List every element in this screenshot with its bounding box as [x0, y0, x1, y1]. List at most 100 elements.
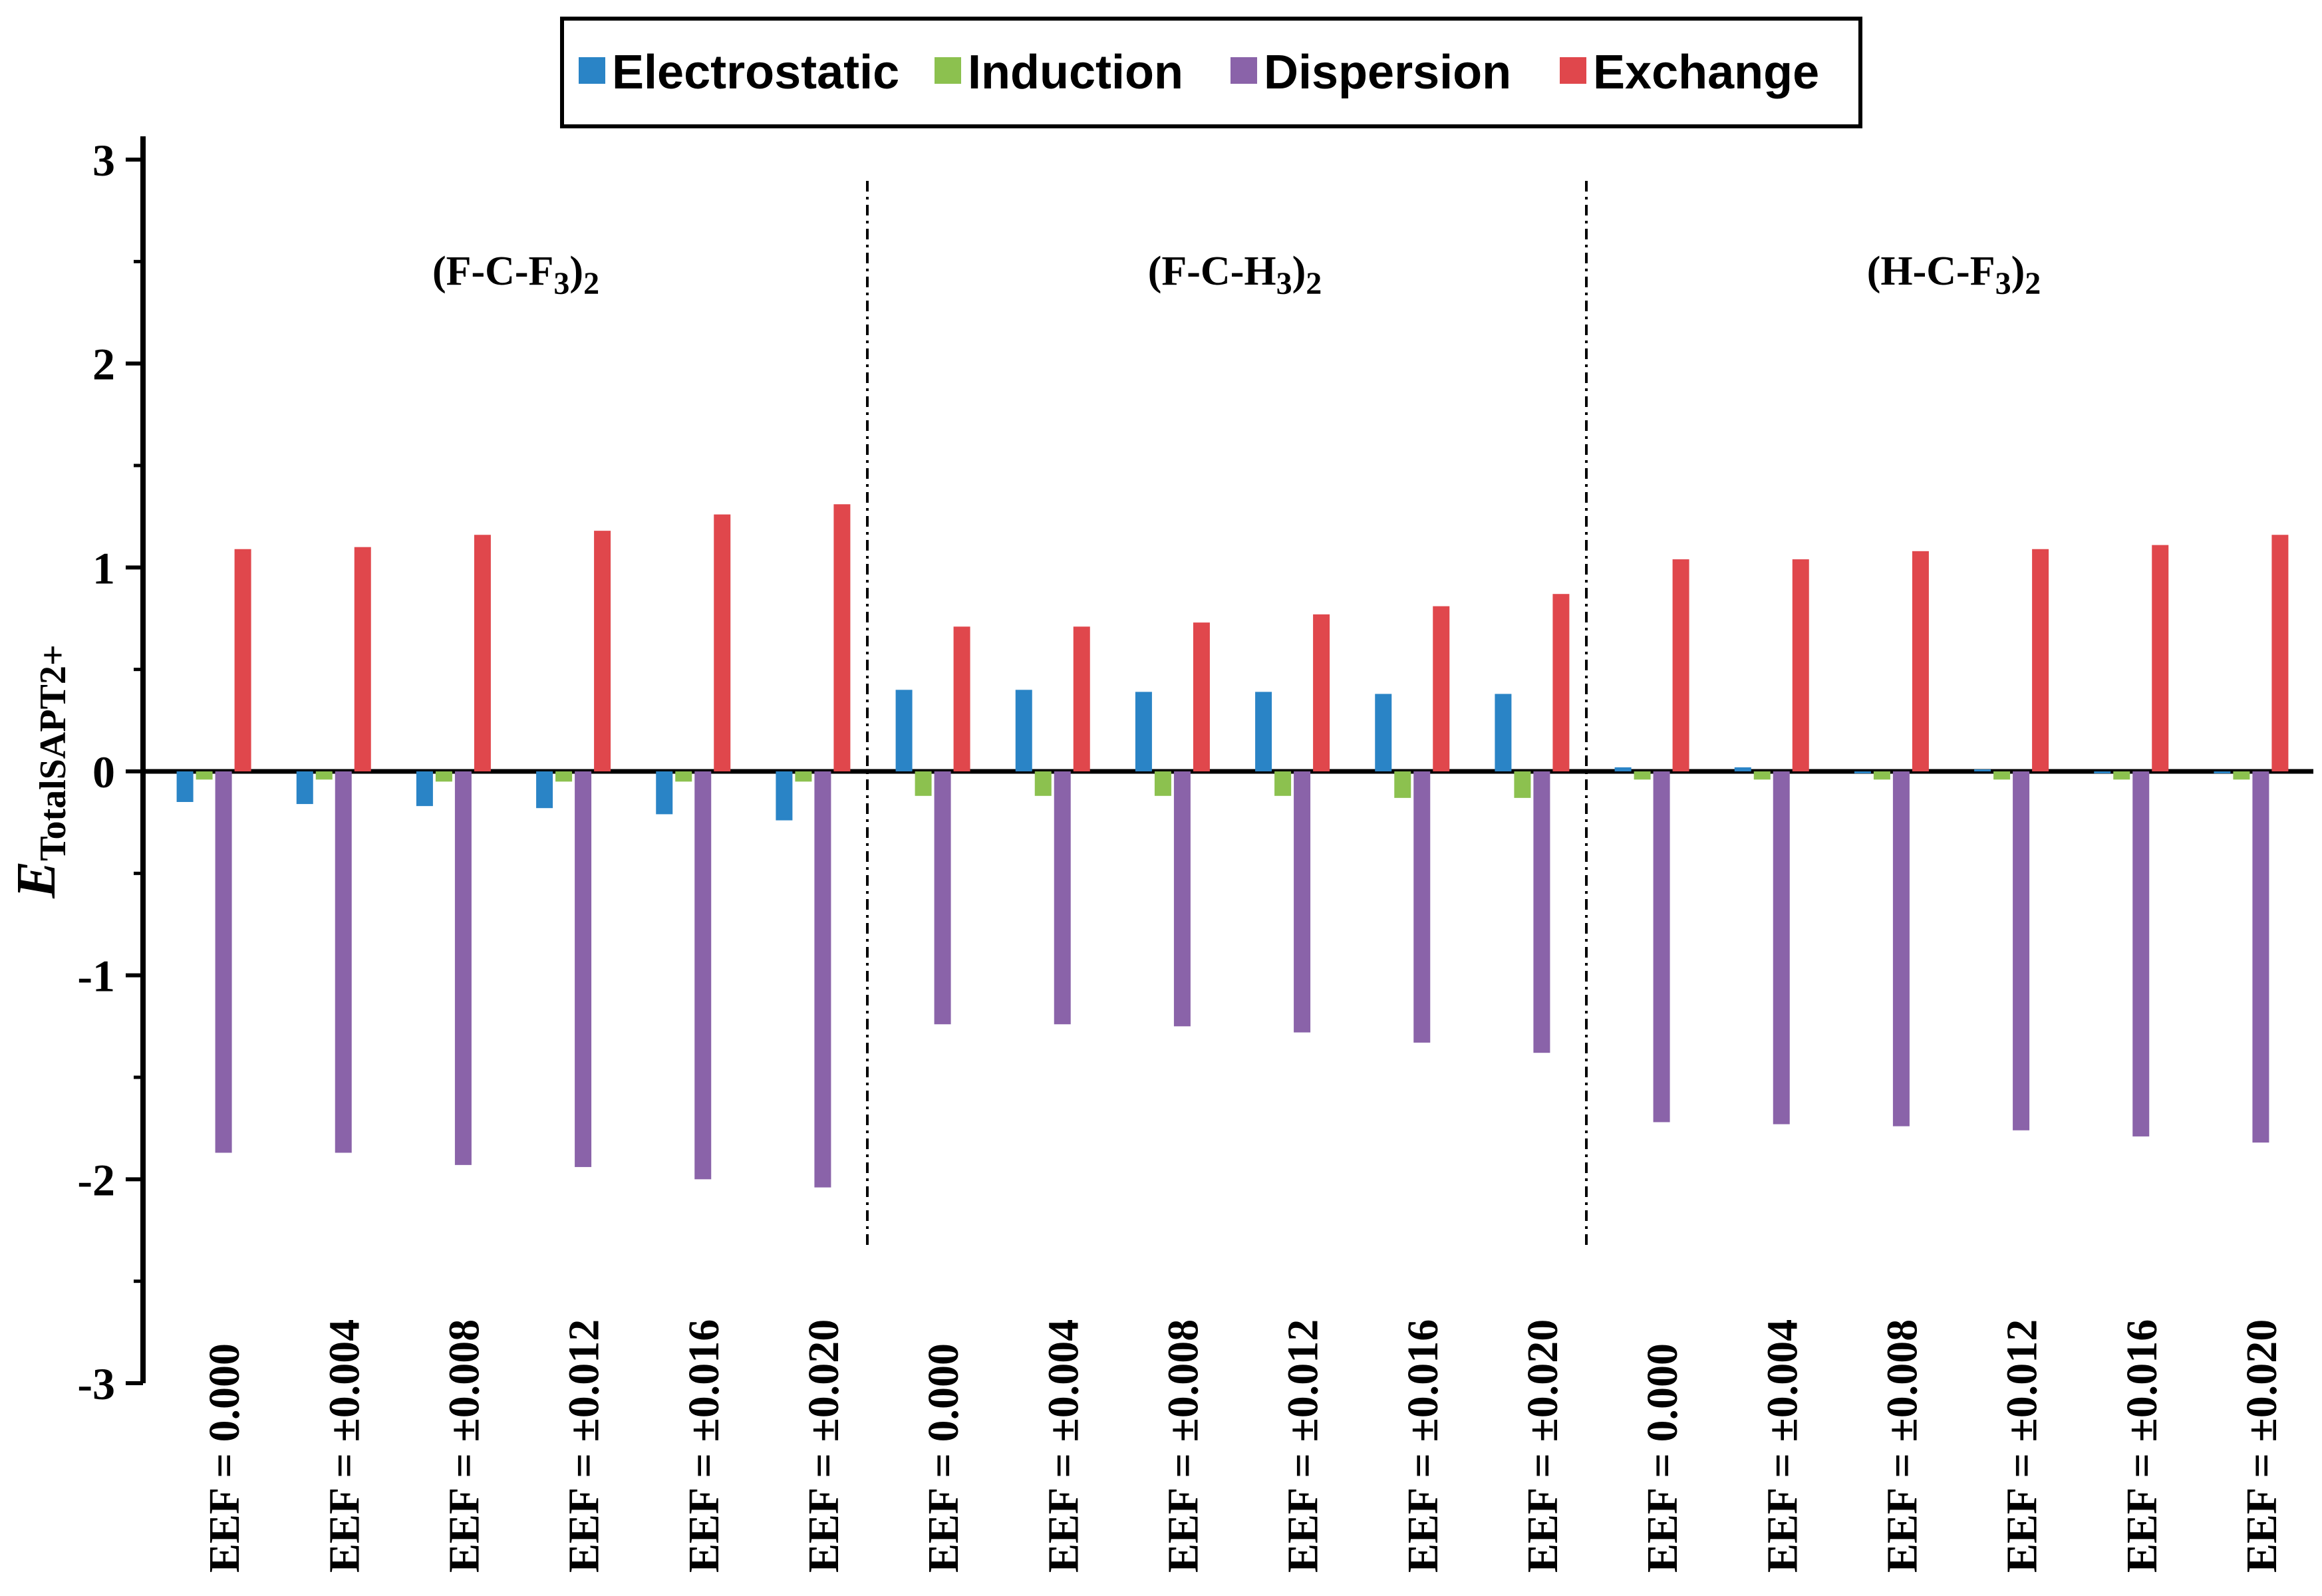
legend-box: [560, 17, 1862, 128]
y-tick-label: -3: [77, 1359, 115, 1409]
bar-exchange-12: [1552, 594, 1570, 771]
bar-induction-14: [1753, 771, 1771, 780]
bar-dispersion-11: [1413, 771, 1431, 1043]
category-label-5: EEF = ±0.016: [680, 1319, 728, 1573]
bar-electrostatic-9: [1135, 692, 1152, 771]
bar-induction-10: [1274, 771, 1292, 796]
category-label-9: EEF = ±0.008: [1159, 1319, 1207, 1573]
y-axis-label: ETotalSAPT2+: [5, 644, 74, 899]
bar-dispersion-7: [934, 771, 951, 1025]
category-label-17: EEF = ±0.016: [2118, 1319, 2166, 1573]
bar-dispersion-17: [2132, 771, 2150, 1136]
bar-exchange-14: [1792, 559, 1809, 771]
legend-swatch-exchange: [1560, 57, 1586, 84]
category-label-16: EEF = ±0.012: [1998, 1319, 2047, 1573]
bar-induction-2: [315, 771, 333, 780]
category-labels: EEF = 0.000 EEF = ±0.004 EEF = ±0.008 EEF =…: [200, 1319, 2286, 1573]
bar-electrostatic-18: [2214, 771, 2231, 773]
category-label-11: EEF = ±0.016: [1399, 1319, 1447, 1573]
category-label-8: EEF = ±0.004: [1039, 1319, 1088, 1573]
bar-induction-18: [2233, 771, 2250, 780]
category-label-10: EEF = ±0.012: [1279, 1319, 1328, 1573]
bar-electrostatic-3: [416, 771, 433, 807]
y-axis-title: ETotalSAPT2+: [5, 644, 74, 899]
bar-electrostatic-4: [536, 771, 553, 809]
y-tick-label: 2: [92, 339, 115, 390]
bar-dispersion-12: [1533, 771, 1550, 1053]
bar-electrostatic-6: [776, 771, 793, 821]
bar-dispersion-18: [2252, 771, 2269, 1143]
bar-electrostatic-14: [1734, 767, 1751, 771]
bar-induction-13: [1634, 771, 1651, 780]
bar-dispersion-9: [1173, 771, 1191, 1027]
bar-dispersion-4: [575, 771, 592, 1167]
bar-dispersion-15: [1892, 771, 1910, 1127]
bar-electrostatic-16: [1974, 769, 1991, 771]
bar-electrostatic-2: [296, 771, 313, 805]
category-label-2: EEF = ±0.004: [320, 1319, 368, 1573]
y-tick-label: -2: [77, 1154, 115, 1205]
bar-dispersion-2: [335, 771, 352, 1153]
bar-electrostatic-7: [895, 690, 913, 771]
bars: [176, 504, 2289, 1188]
bar-induction-3: [435, 771, 452, 782]
bar-electrostatic-12: [1495, 694, 1512, 771]
category-label-1: EEF = 0.000: [200, 1343, 249, 1573]
bar-exchange-7: [953, 626, 970, 771]
legend-swatch-dispersion: [1231, 57, 1257, 84]
bar-electrostatic-17: [2094, 771, 2111, 773]
axes: -3 -2 -1 0 1 2 3: [77, 135, 2313, 1409]
bar-induction-1: [196, 771, 213, 780]
bar-exchange-4: [594, 531, 611, 771]
category-label-13: EEF = 0.000: [1638, 1343, 1687, 1573]
bar-exchange-9: [1193, 622, 1210, 771]
bar-induction-12: [1514, 771, 1531, 798]
y-tick-label: 1: [92, 543, 115, 593]
category-label-18: EEF = ±0.020: [2238, 1319, 2286, 1573]
bar-dispersion-6: [814, 771, 831, 1188]
bar-exchange-3: [474, 535, 491, 771]
legend-label-induction: Induction: [968, 46, 1183, 99]
category-label-4: EEF = ±0.012: [560, 1319, 609, 1573]
legend: Electrostatic Induction Dispersion Exchange: [560, 17, 1862, 128]
bar-electrostatic-11: [1375, 694, 1392, 771]
category-label-7: EEF = 0.000: [919, 1343, 968, 1573]
bar-exchange-2: [354, 547, 371, 771]
bar-induction-5: [675, 771, 692, 782]
category-label-15: EEF = ±0.008: [1878, 1319, 1926, 1573]
bar-induction-17: [2113, 771, 2130, 780]
bar-induction-11: [1394, 771, 1411, 798]
bar-exchange-8: [1073, 626, 1090, 771]
bar-exchange-6: [833, 504, 851, 771]
group-labels: (F-C-F3)2 (F-C-H3)2 (H-C-F3)2: [432, 181, 2041, 1250]
bar-exchange-5: [714, 514, 731, 771]
bar-exchange-16: [2032, 549, 2049, 771]
bar-dispersion-16: [2013, 771, 2030, 1130]
category-label-3: EEF = ±0.008: [440, 1319, 488, 1573]
legend-swatch-induction: [935, 57, 961, 84]
bar-dispersion-13: [1653, 771, 1670, 1123]
group-label: (H-C-F3)2: [1867, 249, 2041, 301]
y-tick-label: -1: [77, 951, 115, 1001]
bar-induction-16: [1993, 771, 2011, 780]
bar-exchange-11: [1433, 606, 1450, 771]
bar-exchange-15: [1912, 551, 1929, 771]
bar-exchange-10: [1313, 614, 1330, 771]
group-label: (F-C-H3)2: [1148, 249, 1322, 301]
bar-dispersion-5: [694, 771, 712, 1180]
bar-induction-7: [915, 771, 932, 796]
bar-electrostatic-1: [176, 771, 194, 802]
bar-electrostatic-13: [1614, 767, 1632, 771]
bar-dispersion-1: [215, 771, 232, 1153]
bar-dispersion-8: [1054, 771, 1071, 1025]
category-label-6: EEF = ±0.020: [799, 1319, 848, 1573]
bar-induction-4: [555, 771, 573, 782]
bar-electrostatic-15: [1854, 771, 1871, 773]
legend-label-dispersion: Dispersion: [1264, 46, 1511, 99]
bar-electrostatic-8: [1015, 690, 1032, 771]
bar-exchange-1: [234, 549, 251, 771]
bar-induction-8: [1034, 771, 1052, 796]
category-label-12: EEF = ±0.020: [1519, 1319, 1567, 1573]
bar-dispersion-14: [1773, 771, 1790, 1125]
legend-swatch-electrostatic: [579, 57, 605, 84]
